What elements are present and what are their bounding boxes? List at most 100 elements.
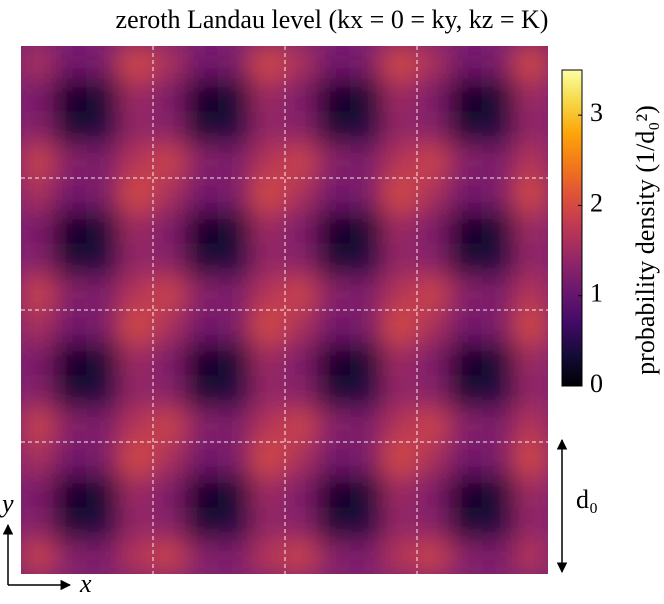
heatmap-cell xyxy=(152,507,187,542)
heatmap-cell xyxy=(514,342,548,377)
heatmap-cell xyxy=(185,46,220,80)
heatmap-cell xyxy=(152,177,187,212)
heatmap-cell xyxy=(349,507,384,542)
heatmap-cell xyxy=(316,441,351,476)
heatmap-cell xyxy=(53,375,88,410)
heatmap-cell xyxy=(53,111,88,146)
heatmap-cell xyxy=(448,441,483,476)
heatmap-cell xyxy=(119,144,154,179)
heatmap-cell xyxy=(514,111,548,146)
heatmap-cell xyxy=(53,177,88,212)
heatmap-cell xyxy=(448,177,483,212)
heatmap-cell xyxy=(152,144,187,179)
heatmap-cell xyxy=(119,474,154,509)
heatmap-cell xyxy=(316,309,351,344)
heatmap-cell xyxy=(481,46,516,80)
heatmap-cell xyxy=(448,474,483,509)
heatmap-cell xyxy=(514,309,548,344)
heatmap-cell xyxy=(514,177,548,212)
y-label: y xyxy=(0,489,14,518)
heatmap-cell xyxy=(86,441,121,476)
heatmap-cell xyxy=(53,507,88,542)
heatmap-cell xyxy=(349,210,384,245)
heatmap-cell xyxy=(349,276,384,311)
heatmap-cell xyxy=(514,78,548,113)
heatmap-cell xyxy=(185,408,220,443)
heatmap-cell xyxy=(514,540,548,574)
heatmap-cell xyxy=(316,474,351,509)
heatmap-cell xyxy=(349,46,384,80)
heatmap-cell xyxy=(284,243,318,278)
heatmap-cell xyxy=(514,46,548,80)
heatmap-cell xyxy=(86,210,121,245)
heatmap-cell xyxy=(185,540,220,574)
heatmap-cell xyxy=(185,144,220,179)
colorbar-label: probability density (1/d₀²) xyxy=(631,105,660,375)
chart-title: zeroth Landau level (kx = 0 = ky, kz = K… xyxy=(116,5,549,34)
heatmap-cell xyxy=(284,375,318,410)
heatmap-cell xyxy=(119,342,154,377)
heatmap-cell xyxy=(382,441,417,476)
heatmap-cell xyxy=(251,243,285,278)
scale-label: d₀ xyxy=(576,485,598,514)
heatmap-cell xyxy=(21,111,55,146)
heatmap-cell xyxy=(316,210,351,245)
heatmap-cell xyxy=(21,408,55,443)
heatmap-cell xyxy=(316,46,351,80)
heatmap-cell xyxy=(86,474,121,509)
heatmap-cell xyxy=(415,540,450,574)
heatmap-cell xyxy=(119,210,154,245)
heatmap-cell xyxy=(251,46,285,80)
heatmap-cell xyxy=(185,507,220,542)
heatmap-cell xyxy=(152,375,187,410)
heatmap-cell xyxy=(382,507,417,542)
heatmap-cell xyxy=(86,309,121,344)
heatmap-cell xyxy=(415,507,450,542)
heatmap-cell xyxy=(382,177,417,212)
heatmap-cell xyxy=(448,408,483,443)
heatmap-cell xyxy=(349,342,384,377)
heatmap-cell xyxy=(284,441,318,476)
heatmap-cell xyxy=(349,375,384,410)
heatmap-cell xyxy=(119,243,154,278)
heatmap-cell xyxy=(251,210,285,245)
heatmap-cell xyxy=(185,111,220,146)
heatmap-cell xyxy=(481,540,516,574)
heatmap-cell xyxy=(316,144,351,179)
heatmap-cell xyxy=(218,210,253,245)
heatmap-cell xyxy=(86,144,121,179)
heatmap-cell xyxy=(415,375,450,410)
heatmap-cell xyxy=(152,408,187,443)
heatmap-cell xyxy=(481,177,516,212)
heatmap-cell xyxy=(316,375,351,410)
heatmap-cell xyxy=(284,408,318,443)
heatmap-cell xyxy=(185,210,220,245)
heatmap-cell xyxy=(415,243,450,278)
heatmap-cell xyxy=(514,276,548,311)
heatmap-cell xyxy=(251,540,285,574)
heatmap-cell xyxy=(218,177,253,212)
heatmap-cell xyxy=(251,276,285,311)
heatmap-cell xyxy=(21,177,55,212)
heatmap-cell xyxy=(382,375,417,410)
colorbar-tick-label: 1 xyxy=(590,279,603,308)
heatmap-cell xyxy=(21,276,55,311)
heatmap-cell xyxy=(481,507,516,542)
heatmap-cell xyxy=(53,540,88,574)
heatmap-cell xyxy=(382,210,417,245)
heatmap-cell xyxy=(152,540,187,574)
heatmap-cell xyxy=(53,78,88,113)
heatmap-cell xyxy=(218,111,253,146)
heatmap-cell xyxy=(119,78,154,113)
heatmap-cell xyxy=(284,342,318,377)
heatmap-cell xyxy=(86,243,121,278)
heatmap-cell xyxy=(218,540,253,574)
heatmap-cell xyxy=(349,243,384,278)
heatmap-cell xyxy=(448,540,483,574)
heatmap-clip xyxy=(21,46,548,574)
heatmap-cell xyxy=(415,111,450,146)
heatmap-cell xyxy=(415,177,450,212)
heatmap-cell xyxy=(21,309,55,344)
heatmap-cell xyxy=(152,210,187,245)
heatmap-cell xyxy=(251,144,285,179)
